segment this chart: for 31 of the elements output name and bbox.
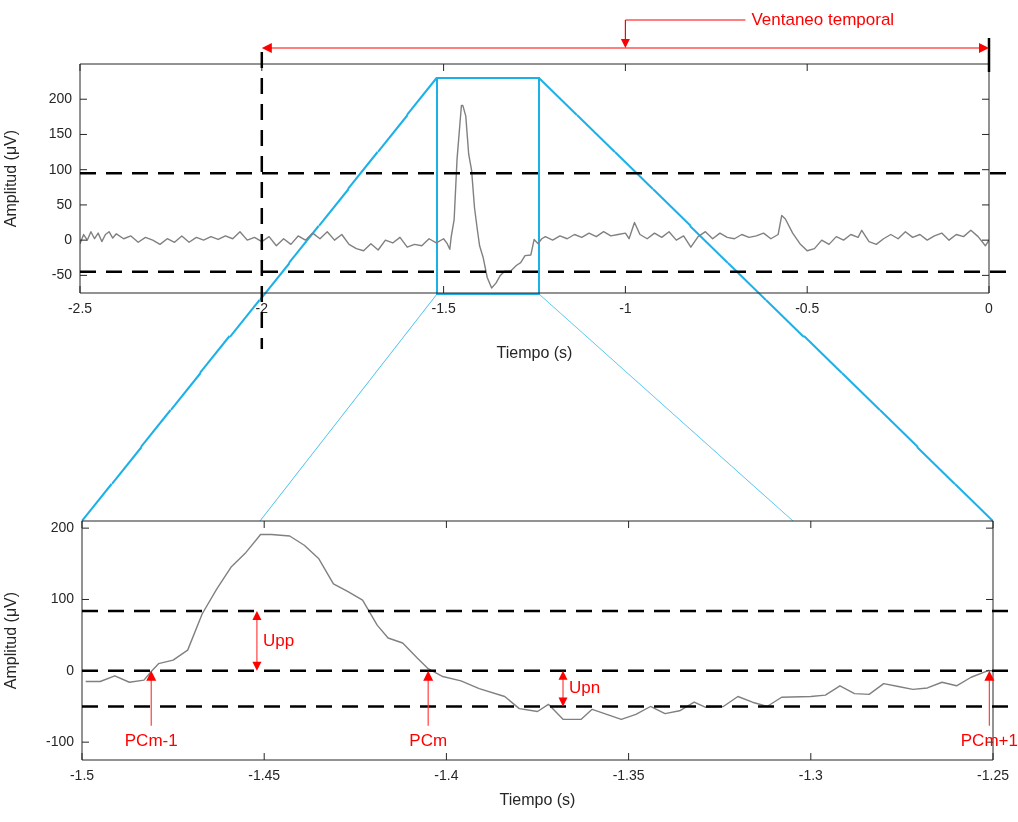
- x-axis-title: Tiempo (s): [496, 343, 573, 361]
- y-tick-label: -100: [45, 733, 75, 750]
- annotation: PCm: [409, 730, 448, 750]
- y-tick-label: -50: [51, 266, 73, 283]
- x-tick-label: -1.5: [431, 300, 456, 317]
- x-tick-label: -1.3: [798, 767, 824, 784]
- y-tick-label: 0: [66, 661, 75, 678]
- y-axis-title: Amplitud (μV): [2, 129, 20, 228]
- y-tick-label: 100: [50, 590, 75, 607]
- y-tick-label: 0: [64, 231, 73, 248]
- x-tick-label: -1.5: [69, 767, 95, 784]
- annotation: Upp: [262, 630, 295, 650]
- annotation: PCm+1: [960, 730, 1018, 750]
- annotation: PCm-1: [124, 730, 178, 750]
- y-tick-label: 200: [48, 90, 73, 107]
- x-tick-label: -1.45: [248, 767, 281, 784]
- y-axis-title: Amplitud (μV): [2, 591, 20, 690]
- annotation: Upn: [569, 678, 601, 698]
- y-tick-label: 100: [48, 160, 73, 177]
- x-axis-title: Tiempo (s): [499, 790, 576, 808]
- x-tick-label: -1.25: [977, 767, 1010, 784]
- x-tick-label: -1.35: [612, 767, 645, 784]
- y-tick-label: 200: [50, 518, 75, 535]
- x-tick-label: -0.5: [795, 300, 820, 317]
- x-tick-label: -1.4: [434, 767, 459, 784]
- y-tick-label: 50: [56, 195, 73, 212]
- x-tick-label: -2.5: [67, 300, 93, 317]
- x-tick-label: -1: [619, 300, 632, 317]
- y-tick-label: 150: [48, 125, 73, 142]
- text: Ventaneo temporal: [751, 9, 895, 29]
- x-tick-label: 0: [985, 300, 994, 317]
